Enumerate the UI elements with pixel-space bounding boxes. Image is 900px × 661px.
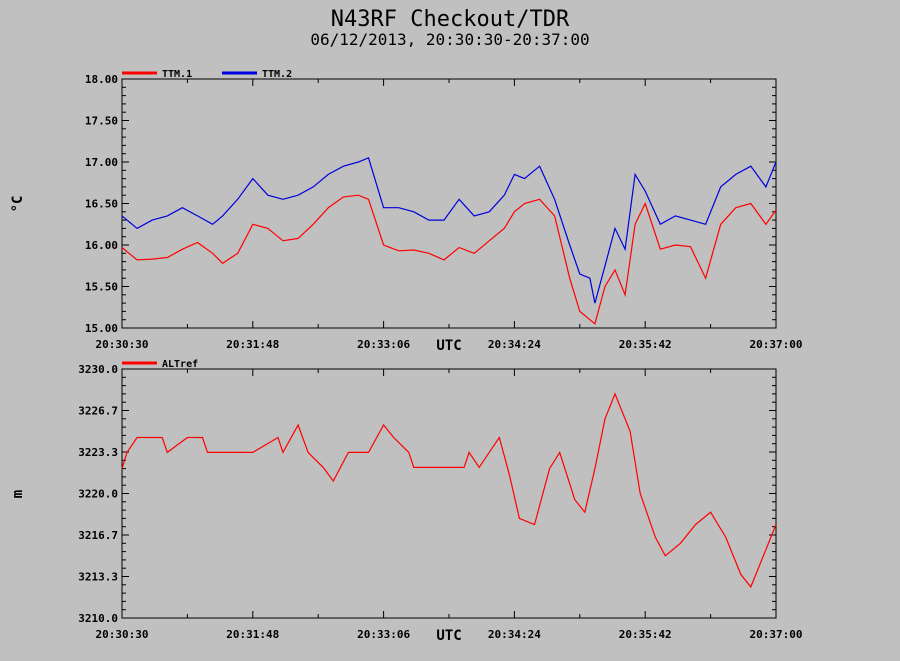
panel-altitude: 3210.0 3213.3 3216.7 3220.0 3223.3 3226.7 3230… <box>10 359 802 644</box>
series-line-altref <box>121 392 777 589</box>
x-tick-label: 20:37:00 <box>750 628 803 641</box>
panel-temperature: 15.00 15.50 16.00 16.50 17.00 17.50 18.00 20:3… <box>10 69 802 354</box>
plot-area-altitude <box>121 368 777 619</box>
y-tick-label: 3216.7 <box>78 529 118 542</box>
y-tick-label: 16.50 <box>85 198 118 211</box>
x-tick-label: 20:33:06 <box>357 338 410 351</box>
y-tick-label: 17.50 <box>85 115 118 128</box>
y-tick-label: 15.50 <box>85 281 118 294</box>
legend-label: TTM.2 <box>262 69 292 80</box>
x-tick-label: 20:33:06 <box>357 628 410 641</box>
x-tick-label: 20:30:30 <box>96 628 149 641</box>
y-tick-label: 17.00 <box>85 156 118 169</box>
y-axis-altitude: 3210.0 3213.3 3216.7 3220.0 3223.3 3226.7 3230… <box>78 363 776 625</box>
y-tick-label: 3220.0 <box>78 488 118 501</box>
y-tick-label: 3226.7 <box>78 405 118 418</box>
chart-subtitle: 06/12/2013, 20:30:30-20:37:00 <box>310 30 589 49</box>
legend-altitude: ALTref <box>122 359 198 370</box>
y-tick-label: 18.00 <box>85 73 118 86</box>
y-tick-label: 3210.0 <box>78 612 118 625</box>
x-axis-altitude: 20:30:30 20:31:48 20:33:06 20:34:24 20:35:42… <box>96 369 803 641</box>
legend-temperature: TTM.1 TTM.2 <box>122 69 292 80</box>
x-tick-label: 20:35:42 <box>619 338 672 351</box>
series-group-temperature <box>121 156 777 325</box>
plot-area-temperature <box>121 78 777 329</box>
x-tick-label: 20:31:48 <box>226 628 279 641</box>
x-axis-label-altitude: UTC <box>436 628 461 644</box>
y-tick-label: 3213.3 <box>78 571 118 584</box>
y-tick-label: 3223.3 <box>78 446 118 459</box>
legend-label: ALTref <box>162 359 198 370</box>
y-axis-temperature: 15.00 15.50 16.00 16.50 17.00 17.50 18.00 <box>85 73 776 335</box>
chart-title: N43RF Checkout/TDR <box>331 7 570 32</box>
x-axis-temperature: 20:30:30 20:31:48 20:33:06 20:34:24 20:35:42… <box>96 79 803 351</box>
x-tick-label: 20:34:24 <box>488 628 541 641</box>
x-axis-label-temperature: UTC <box>436 338 461 354</box>
series-line-ttm-1 <box>121 194 777 325</box>
y-tick-label: 15.00 <box>85 322 118 335</box>
x-tick-label: 20:34:24 <box>488 338 541 351</box>
x-tick-label: 20:35:42 <box>619 628 672 641</box>
series-line-ttm-2 <box>121 156 777 304</box>
series-group-altitude <box>121 392 777 589</box>
x-tick-label: 20:31:48 <box>226 338 279 351</box>
y-tick-label: 3230.0 <box>78 363 118 376</box>
y-axis-label-altitude: m <box>10 490 26 498</box>
legend-label: TTM.1 <box>162 69 192 80</box>
y-axis-label-temperature: °C <box>10 196 26 213</box>
x-tick-label: 20:30:30 <box>96 338 149 351</box>
y-tick-label: 16.00 <box>85 239 118 252</box>
x-tick-label: 20:37:00 <box>750 338 803 351</box>
